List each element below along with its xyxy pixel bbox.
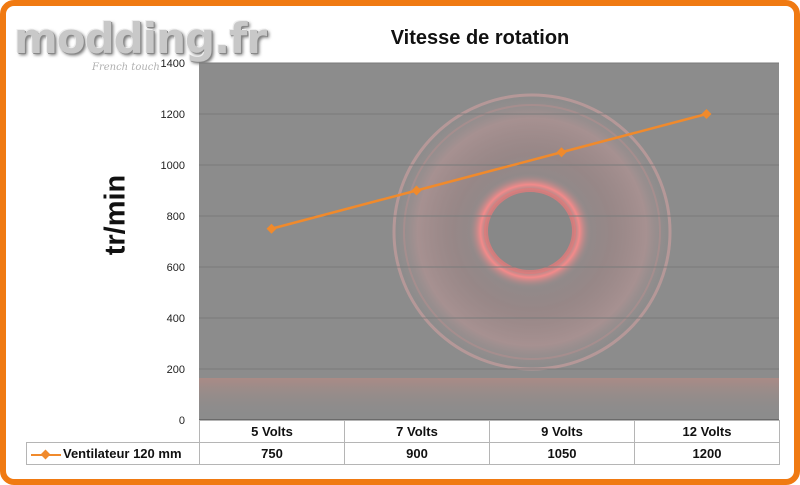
series-line bbox=[271, 112, 707, 230]
logo-wordmark: modding.fr bbox=[14, 14, 267, 63]
series-markers bbox=[266, 109, 712, 234]
y-tick-label: 600 bbox=[167, 262, 185, 274]
y-tick-label: 400 bbox=[167, 313, 185, 325]
category-label: 9 Volts bbox=[489, 420, 635, 443]
y-tick-label: 1000 bbox=[161, 160, 185, 172]
y-tick-label: 0 bbox=[179, 415, 185, 427]
data-point-marker bbox=[411, 185, 422, 196]
table-cell-value: 750 bbox=[199, 442, 345, 465]
table-corner bbox=[27, 421, 200, 443]
plot-background bbox=[199, 63, 779, 420]
series-polyline bbox=[271, 112, 707, 230]
fan-background-image bbox=[199, 90, 779, 418]
data-point-marker bbox=[556, 147, 567, 158]
data-point-marker bbox=[701, 109, 712, 119]
category-label: 5 Volts bbox=[199, 420, 345, 443]
y-axis-ticks: 0 200 400 600 800 1000 1200 1400 bbox=[161, 58, 185, 427]
logo-tagline: French touch bbox=[92, 62, 160, 73]
table-cell-value: 900 bbox=[344, 442, 490, 465]
table-cell-value: 1200 bbox=[634, 442, 780, 465]
chart-title: Vitesse de rotation bbox=[390, 27, 570, 49]
y-tick-label: 1200 bbox=[161, 109, 185, 121]
y-tick-label: 800 bbox=[167, 211, 185, 223]
data-point-marker bbox=[266, 223, 277, 234]
y-tick-label: 1400 bbox=[161, 58, 185, 70]
category-label: 7 Volts bbox=[344, 420, 490, 443]
legend-line-marker-icon bbox=[31, 449, 61, 460]
y-tick-label: 200 bbox=[167, 364, 185, 376]
table-cell-value: 1050 bbox=[489, 442, 635, 465]
site-logo: modding.fr French touch bbox=[14, 10, 267, 80]
category-label: 12 Volts bbox=[634, 420, 780, 443]
legend-entry: Ventilateur 120 mm bbox=[26, 442, 200, 465]
data-table: 5 Volts 7 Volts 9 Volts 12 Volts Ventila… bbox=[26, 420, 780, 465]
legend-series-name: Ventilateur 120 mm bbox=[63, 446, 182, 461]
